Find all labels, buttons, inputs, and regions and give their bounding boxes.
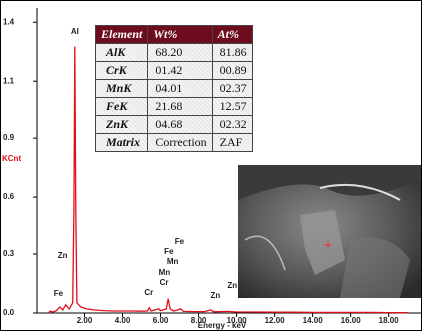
x-tick-label: 2.00 [77, 316, 93, 325]
peak-label: Mn [167, 257, 179, 266]
peak-label: Cr [160, 278, 169, 287]
element-cell: AlK [96, 44, 148, 62]
x-tick-label: 14.00 [303, 316, 324, 325]
peak-label: Fe [54, 289, 64, 298]
table-cell: 02.32 [212, 116, 252, 134]
y-axis-label: KCnt [2, 154, 21, 163]
column-header: At% [212, 26, 252, 44]
y-tick-label: 1.1 [3, 76, 15, 85]
element-cell: ZnK [96, 116, 148, 134]
peak-label: Zn [211, 291, 221, 300]
sem-image [238, 165, 421, 298]
element-cell: CrK [96, 62, 148, 80]
table-cell: 04.68 [148, 116, 212, 134]
x-tick-label: 8.00 [191, 316, 207, 325]
y-tick-label: 0.3 [3, 249, 15, 258]
x-tick-label: 10.00 [227, 316, 248, 325]
x-tick-label: 6.00 [153, 316, 169, 325]
peak-label: Al [71, 27, 79, 36]
element-cell: FeK [96, 98, 148, 116]
x-tick-label: 18.00 [379, 316, 400, 325]
peak-label: Mn [159, 268, 171, 277]
peak-label: Fe [164, 247, 174, 256]
element-cell: MnK [96, 80, 148, 98]
table-cell: 68.20 [148, 44, 212, 62]
y-tick-label: 0.6 [3, 192, 15, 201]
peak-label: Fe [175, 237, 185, 246]
y-tick-label: 0.0 [3, 308, 15, 317]
table-cell: 12.57 [212, 98, 252, 116]
table-cell: 01.42 [148, 62, 212, 80]
column-header: Element [96, 26, 148, 44]
peak-label: Zn [58, 251, 68, 260]
table-cell: 02.37 [212, 80, 252, 98]
peak-label: Zn [227, 281, 237, 290]
table-cell: 81.86 [212, 44, 252, 62]
table-cell: 04.01 [148, 80, 212, 98]
x-tick-label: 16.00 [341, 316, 362, 325]
x-tick-label: 12.00 [265, 316, 286, 325]
table-cell: Correction [148, 134, 212, 152]
table-cell: 00.89 [212, 62, 252, 80]
y-tick-label: 1.4 [3, 17, 15, 26]
x-tick-label: 4.00 [115, 316, 131, 325]
figure: KCnt Energy - keV 0.00.30.60.91.11.42.00… [0, 0, 422, 331]
table-cell: ZAF [212, 134, 252, 152]
table-cell: 21.68 [148, 98, 212, 116]
column-header: Wt% [148, 26, 212, 44]
y-tick-label: 0.9 [3, 133, 15, 142]
peak-label: Cr [144, 288, 153, 297]
element-cell: Matrix [96, 134, 148, 152]
